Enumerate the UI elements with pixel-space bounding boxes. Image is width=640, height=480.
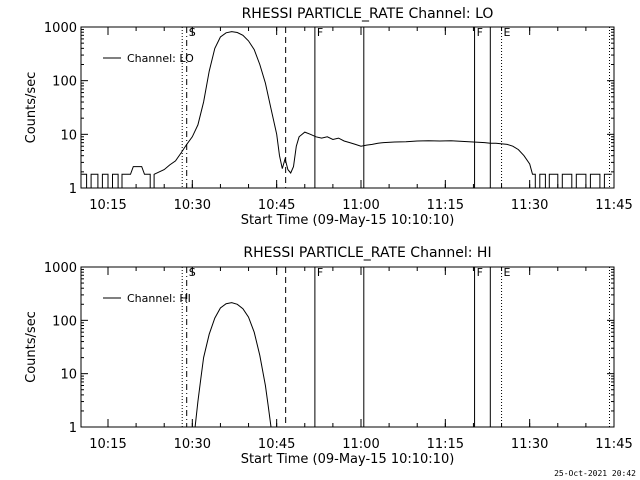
event-marker-label: E — [504, 266, 511, 279]
x-tick-label: 10:30 — [174, 437, 211, 452]
x-tick-label: 11:30 — [511, 198, 548, 213]
panel-2: RHESSI PARTICLE_RATE Channel: HI 1 10 100 10… — [24, 245, 633, 467]
footer-timestamp: 25-Oct-2021 20:42 — [554, 469, 636, 478]
x-tick-label: 10:15 — [89, 437, 126, 452]
x-tick-label: 10:45 — [258, 198, 295, 213]
event-marker-label: F — [317, 26, 323, 39]
series-line-1 — [81, 31, 612, 188]
x-tick-label: 11:15 — [427, 437, 464, 452]
x-tick-label: 11:00 — [342, 437, 379, 452]
x-tick-label: 10:15 — [89, 198, 126, 213]
x-tick-label: 11:45 — [595, 437, 632, 452]
chart-title: RHESSI PARTICLE_RATE Channel: HI — [243, 245, 491, 261]
y-tick-label: 1000 — [44, 21, 77, 36]
event-marker-label: E — [504, 26, 511, 39]
panel-1: RHESSI PARTICLE_RATE Channel: LO 1 10 100 10… — [24, 6, 633, 228]
x-tick-label: 11:30 — [511, 437, 548, 452]
event-marker-label: S — [189, 266, 196, 279]
y-tick-label: 100 — [52, 75, 77, 90]
x-axis-label: Start Time (09-May-15 10:10:10) — [241, 452, 455, 467]
plot-frame — [80, 266, 615, 428]
x-tick-label: 10:45 — [258, 437, 295, 452]
y-axis-label: Counts/sec — [24, 72, 39, 144]
y-tick-label: 10 — [60, 128, 77, 143]
event-marker-label: F — [317, 266, 323, 279]
series-line-1 — [194, 302, 272, 427]
y-tick-label: 1000 — [44, 261, 77, 276]
plot-frame — [80, 26, 615, 189]
y-tick-label: 100 — [52, 314, 77, 329]
event-marker-label: F — [477, 26, 483, 39]
x-tick-label: 11:15 — [427, 198, 464, 213]
x-tick-label: 10:30 — [174, 198, 211, 213]
event-marker-label: S — [189, 26, 196, 39]
legend-label: Channel: HI — [127, 292, 191, 305]
y-tick-label: 1 — [69, 421, 77, 436]
legend-label: Channel: LO — [127, 52, 194, 65]
y-tick-label: 1 — [69, 182, 77, 197]
y-tick-label: 10 — [60, 368, 77, 383]
event-marker-label: F — [477, 266, 483, 279]
x-axis-label: Start Time (09-May-15 10:10:10) — [241, 213, 455, 228]
x-tick-label: 11:45 — [595, 198, 632, 213]
y-axis-label: Counts/sec — [24, 311, 39, 383]
x-tick-label: 11:00 — [342, 198, 379, 213]
chart-title: RHESSI PARTICLE_RATE Channel: LO — [242, 6, 494, 22]
